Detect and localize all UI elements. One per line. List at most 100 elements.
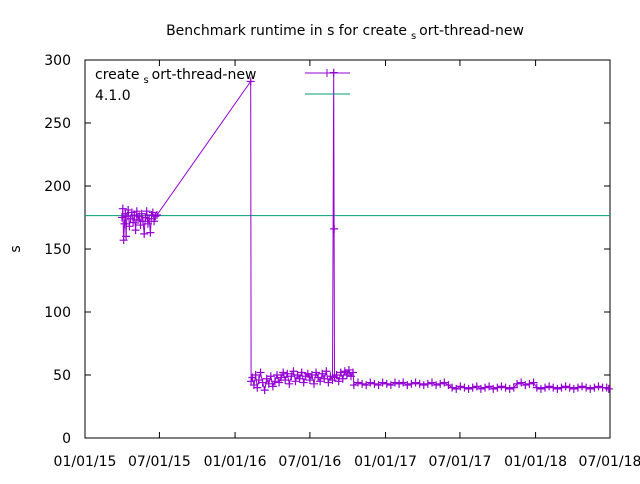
data-point [382, 379, 391, 388]
data-point [561, 382, 570, 391]
data-point [362, 381, 371, 390]
y-tick-label: 200 [44, 179, 71, 195]
data-point [586, 384, 595, 393]
x-tick-label: 07/01/15 [128, 454, 191, 470]
data-point [390, 378, 399, 387]
data-point [536, 384, 545, 393]
data-point [131, 226, 140, 235]
data-point [118, 213, 127, 222]
data-point [246, 77, 255, 86]
data-point [140, 229, 149, 238]
data-point [287, 372, 296, 381]
data-point [590, 383, 599, 392]
data-point [297, 368, 306, 377]
data-point [324, 378, 333, 387]
data-point [517, 378, 526, 387]
data-point [275, 378, 284, 387]
data-point [399, 378, 408, 387]
data-point [295, 374, 304, 383]
data-point [150, 217, 159, 226]
data-point [464, 384, 473, 393]
data-point [137, 209, 146, 218]
data-point [289, 367, 298, 376]
data-point [307, 371, 316, 379]
data-point [549, 383, 558, 392]
data-point [476, 384, 485, 393]
data-point [472, 382, 481, 391]
data-point [342, 371, 351, 379]
data-point [468, 383, 477, 392]
data-point [346, 372, 355, 381]
data-point [266, 372, 275, 381]
data-point [578, 382, 587, 391]
legend: create s ort-thread-new 4.1.0 [95, 67, 350, 104]
y-tick-label: 250 [44, 116, 71, 132]
data-point [142, 207, 151, 216]
x-tick-label: 01/01/17 [354, 454, 417, 470]
data-point [541, 383, 550, 392]
data-point [312, 368, 321, 377]
legend-label-series-2: 4.1.0 [95, 88, 131, 104]
data-point [258, 378, 267, 387]
data-point [141, 213, 150, 222]
data-point [125, 222, 134, 231]
data-point [448, 383, 457, 392]
data-point [505, 384, 514, 393]
data-point [452, 384, 461, 393]
data-point [268, 382, 277, 391]
data-point [344, 365, 353, 374]
data-point [143, 219, 152, 228]
data-point [403, 381, 412, 390]
data-point [334, 377, 343, 386]
data-point [395, 379, 404, 388]
data-point [557, 383, 566, 392]
data-point [594, 382, 603, 391]
data-point [460, 383, 469, 392]
data-point [132, 207, 141, 216]
data-point [318, 369, 327, 378]
legend-label-series-1: create s ort-thread-new [95, 67, 256, 86]
data-point [322, 367, 331, 376]
data-point [129, 218, 138, 227]
data-point [432, 381, 441, 390]
data-point [532, 383, 541, 392]
plot-area [85, 68, 613, 395]
data-point [497, 382, 506, 391]
data-point [338, 374, 347, 383]
y-tick-label: 50 [53, 368, 71, 384]
data-point [501, 383, 510, 392]
data-point [407, 379, 416, 388]
series-line [121, 72, 610, 391]
data-point [485, 382, 494, 391]
data-point [582, 383, 591, 392]
data-point [366, 378, 375, 387]
y-axis-label: s [8, 245, 24, 252]
data-point [309, 379, 318, 388]
data-point [386, 381, 395, 390]
plot-border [84, 59, 611, 439]
data-point [419, 381, 428, 390]
data-point [279, 368, 288, 377]
data-point [262, 374, 271, 383]
data-point [330, 224, 339, 233]
data-point [120, 219, 129, 228]
legend-marker-series-1 [323, 69, 331, 77]
data-point [151, 212, 160, 221]
data-point [358, 379, 367, 388]
data-point [277, 373, 286, 382]
data-point [134, 216, 143, 225]
data-point [481, 383, 490, 392]
data-point [281, 376, 290, 385]
data-point [456, 382, 465, 391]
data-point [253, 383, 262, 392]
data-point [569, 384, 578, 393]
data-point [285, 379, 294, 388]
data-point [545, 382, 554, 391]
data-point [260, 386, 269, 395]
data-point [604, 384, 613, 393]
data-point [293, 371, 302, 379]
data-point [602, 383, 611, 392]
data-point [349, 381, 358, 390]
data-point [374, 381, 383, 390]
data-point [316, 377, 325, 386]
